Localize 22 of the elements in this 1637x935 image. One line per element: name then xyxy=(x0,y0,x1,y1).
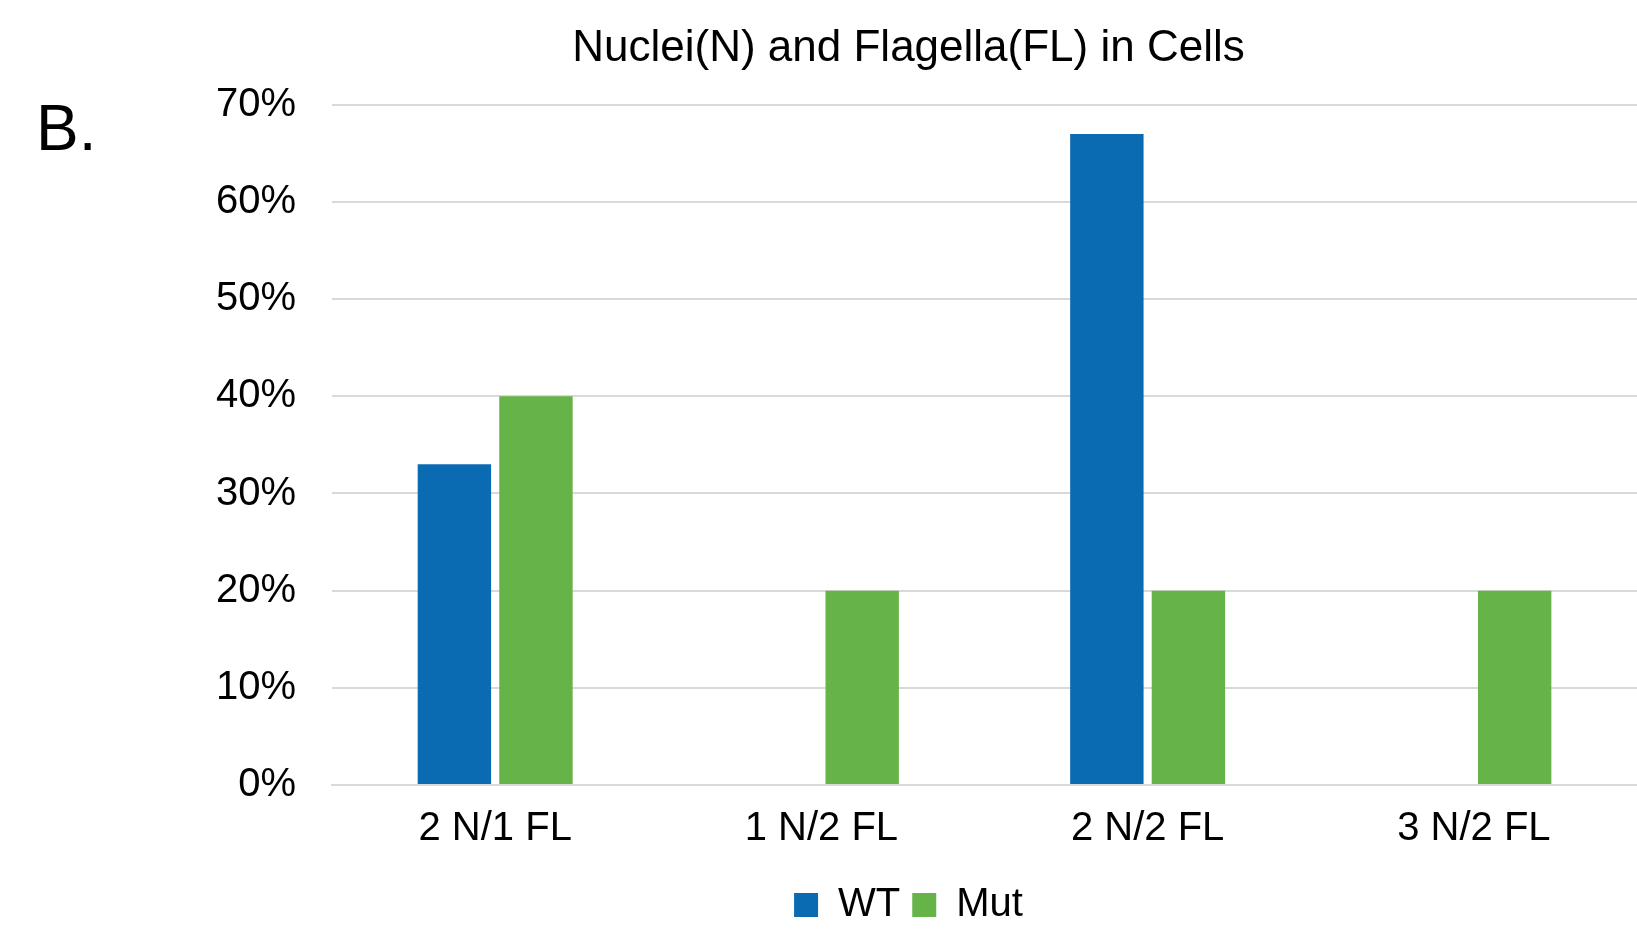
x-tick-label: 2 N/1 FL xyxy=(418,804,572,849)
legend-label: WT xyxy=(838,880,901,925)
y-tick-label: 0% xyxy=(238,760,297,805)
x-tick-label: 2 N/2 FL xyxy=(1070,804,1225,849)
y-tick-label: 10% xyxy=(216,662,297,707)
y-tick-label: 40% xyxy=(216,371,297,416)
legend-label: Mut xyxy=(956,880,1023,925)
x-tick-label: 1 N/2 FL xyxy=(744,804,899,849)
y-tick-label: 60% xyxy=(216,177,297,221)
y-tick-label: 30% xyxy=(216,468,297,513)
bar xyxy=(1151,590,1226,784)
bar xyxy=(499,396,573,784)
y-tick-label: 50% xyxy=(216,274,297,319)
bar xyxy=(1070,133,1144,784)
bar xyxy=(417,464,492,784)
text: B. xyxy=(36,91,97,164)
bar xyxy=(825,590,899,784)
y-tick-label: 20% xyxy=(216,565,297,610)
x-tick-label: 3 N/2 FL xyxy=(1397,804,1551,849)
chart-title: Nuclei(N) and Flagella(FL) in Cells xyxy=(572,20,1245,70)
bar xyxy=(1477,590,1552,784)
y-tick-label: 70% xyxy=(216,79,297,124)
